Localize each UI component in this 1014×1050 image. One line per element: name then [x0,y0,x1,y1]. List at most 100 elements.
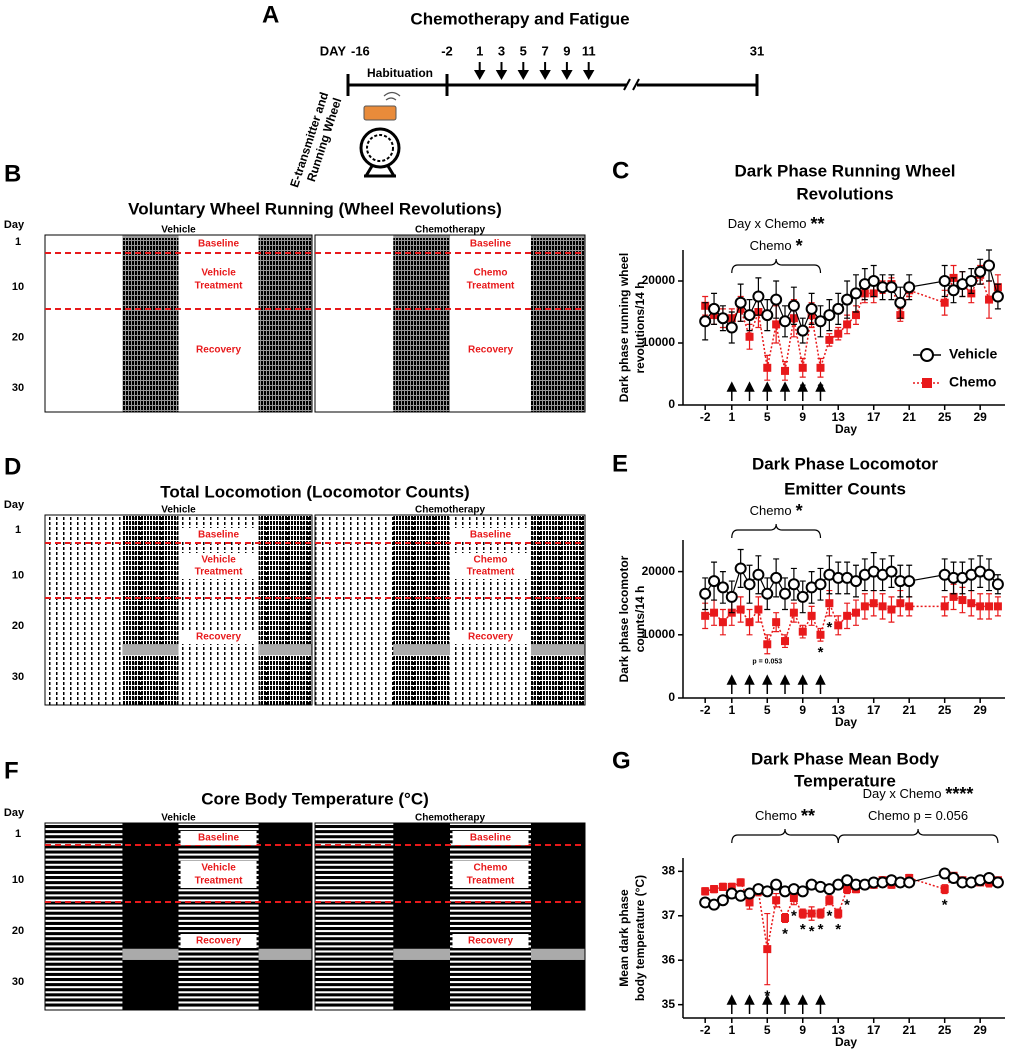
data-point [796,324,809,337]
day-axis-label: Day [4,807,25,819]
x-tick-label: 25 [938,410,952,424]
day-tick-label: 10 [12,874,24,886]
phase-label: Baseline [198,239,240,250]
legend-marker [922,378,932,388]
phase-label-bg [180,237,257,251]
x-tick-label: 13 [832,410,846,424]
x-tick-label: 1 [728,1023,735,1037]
significance-star: * [826,619,832,636]
data-point [985,295,994,304]
note: p = 0.053 [752,659,782,666]
data-point [745,618,754,627]
panel-letter: F [4,757,19,784]
phase-label-bg [180,861,257,888]
x-tick-label: 13 [832,703,846,717]
dose-arrow [744,674,755,694]
day-tick-label: 20 [12,925,24,937]
data-point [825,896,834,905]
y-tick-label: 20000 [642,564,676,578]
y-axis-label: revolutions/14 h [633,281,647,373]
activity-dark [393,515,450,705]
dose-arrow [762,994,773,1014]
x-axis-label: Day [835,1035,857,1049]
data-point [885,565,898,578]
day-label: 11 [582,43,596,58]
data-point [976,602,985,611]
significance-star: * [818,921,824,938]
data-point [761,309,774,322]
data-point [796,885,809,898]
phase-label-bg [180,630,257,644]
data-point [816,363,825,372]
x-tick-label: 29 [973,703,987,717]
y-tick-label: 35 [662,997,676,1011]
data-point [851,608,860,617]
transmitter [363,105,397,121]
phase-label-bg [452,630,529,644]
data-point [779,587,792,600]
dose-arrow [744,994,755,1014]
activity-dark [122,238,179,412]
dark-phase-gap [393,948,450,960]
y-axis-label: Dark phase locomotor [617,555,631,682]
actogram-panel-title: Vehicle [161,505,196,516]
data-point [938,275,951,287]
significance-star: * [782,925,788,942]
data-point [787,299,800,312]
y-tick-label: 0 [668,397,675,411]
y-tick-label: 10000 [642,335,676,349]
data-point [896,599,905,608]
significance-star: * [800,921,806,938]
x-tick-label: 21 [903,1023,917,1037]
day-axis-label: Day [4,499,25,511]
data-point [708,575,721,588]
data-point [699,315,712,328]
data-point [965,275,978,287]
data-point [716,312,729,325]
data-point [772,896,781,905]
phase-label: Baseline [198,530,240,541]
actogram-frame [44,514,313,706]
data-point [725,321,738,334]
x-tick-label: 21 [903,410,917,424]
x-tick-label: 5 [764,703,771,717]
chart-title: Emitter Counts [784,479,906,498]
bracket-text: Chemo [750,238,792,253]
data-point [770,293,783,306]
actogram-panel-title: Vehicle [161,225,196,236]
dose-arrow [539,62,551,81]
data-point [716,581,729,594]
panel-letter: G [612,747,631,774]
x-tick-label: 9 [799,410,806,424]
phase-label-bg [452,553,529,579]
x-tick-label: 9 [799,703,806,717]
data-point [761,885,774,898]
phase-label: Treatment [467,876,515,887]
activity-dark [531,823,585,1010]
data-point [772,320,781,329]
phase-label: Habituation [367,66,433,80]
x-tick-label: 13 [832,1023,846,1037]
data-point [745,898,754,907]
bracket [731,523,822,539]
data-point [940,885,949,894]
activity-dark [258,238,312,412]
axis-break [623,78,640,91]
day-label: 31 [750,43,764,58]
phase-label: Baseline [470,833,512,844]
data-point [796,590,809,603]
day-tick-label: 1 [15,236,21,248]
actogram-panel-title: Chemotherapy [415,225,485,236]
dose-arrow [779,994,791,1014]
phase-label-bg [452,343,529,357]
data-point [991,290,1004,303]
phase-label: Vehicle [201,555,236,566]
actogram-panel-title: Vehicle [161,813,196,824]
data-point [699,587,712,600]
data-point [710,885,719,894]
data-point [841,293,854,306]
panel-letter: D [4,453,21,480]
device-icon [359,91,401,178]
